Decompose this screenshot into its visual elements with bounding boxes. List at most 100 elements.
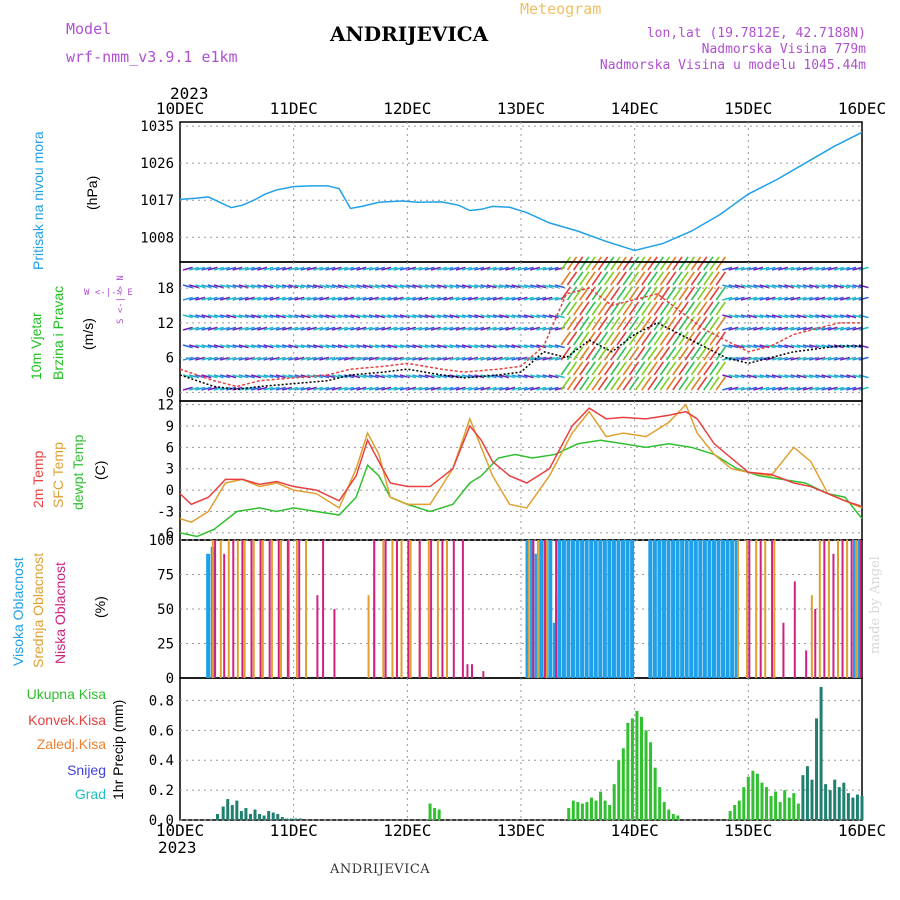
wind-barb (665, 316, 677, 331)
wind-barb (542, 374, 553, 379)
wind-barb (603, 376, 615, 391)
wind-barb (560, 301, 572, 316)
wind-barb (827, 314, 838, 319)
wind-barb (350, 314, 361, 319)
cloud-bar-niska (373, 540, 376, 678)
wind-barb (579, 361, 590, 376)
wind-barb (505, 326, 516, 331)
wind-barb (709, 256, 720, 271)
wind-barb (678, 376, 689, 391)
y-tick-label: 0.4 (149, 753, 174, 769)
wind-barb (480, 386, 491, 391)
wind-barb (597, 286, 609, 301)
wind-barb (722, 356, 733, 361)
wind-barb (350, 326, 361, 331)
wind-barb (833, 296, 844, 301)
x-tick-label-top: 11DEC (270, 99, 318, 118)
wind-barb (641, 316, 652, 331)
wind-barb (852, 356, 863, 361)
wind-barb (257, 284, 268, 289)
wind-barb (815, 266, 826, 271)
precip-bar (755, 773, 759, 820)
wind-barb (219, 386, 231, 391)
wind-barb (715, 316, 727, 331)
wind-barb (591, 256, 603, 271)
wind-barb (387, 386, 398, 391)
wind-barb (579, 376, 590, 391)
wind-compass-we: W <-|-> E (84, 288, 133, 298)
wind-barb (740, 356, 751, 361)
cloud-bar-niska (286, 540, 289, 678)
wind-barb (784, 374, 795, 379)
precip-bar (774, 791, 778, 820)
wind-barb (790, 374, 801, 379)
wind-barb (430, 344, 441, 349)
wind-barb (628, 286, 640, 301)
x-tick-label-bottom: 14DEC (611, 821, 659, 840)
wind-barb (294, 284, 305, 289)
wind-barb (784, 266, 795, 271)
wind-barb (418, 344, 429, 349)
wind-barb (536, 284, 547, 289)
wind-barb (188, 296, 200, 301)
conv-precip-label: Konvek.Kisa (28, 712, 106, 728)
cloud-bar-visoka (534, 553, 539, 678)
wind-barb (319, 326, 330, 331)
wind-barb (821, 386, 832, 391)
wind-barb (585, 256, 596, 271)
wind-barb (591, 361, 603, 376)
wind-barb (517, 266, 528, 271)
wind-barb (560, 331, 572, 346)
wind-barb (597, 301, 609, 316)
wind-barb (207, 386, 218, 391)
wind-barb (703, 256, 714, 271)
wind-barb (728, 296, 739, 301)
wind-barb (846, 266, 857, 271)
wind-barb (449, 386, 460, 391)
wind-barb (350, 386, 361, 391)
wind-barb (722, 266, 733, 271)
cloud-bar-niska (793, 581, 796, 678)
wind-barb (821, 296, 832, 301)
wind-barb (226, 314, 237, 319)
wind-barb (244, 386, 255, 391)
wind-barb (542, 356, 553, 361)
precip-bar (805, 766, 809, 820)
precip-bar (796, 803, 800, 820)
wind-barb (616, 376, 627, 391)
wind-barb (815, 344, 826, 349)
wind-barb (523, 374, 534, 379)
wind-barb (362, 296, 373, 301)
wind-barb (393, 386, 404, 391)
wind-barb (492, 284, 503, 289)
x-tick-label-top: 16DEC (838, 99, 886, 118)
wind-barb (777, 386, 789, 391)
cloud-bar-visoka (571, 540, 576, 678)
lonlat-text: lon,lat (19.7812E, 42.7188N) (646, 26, 866, 41)
wind-barb (684, 331, 696, 346)
wind-barb (603, 256, 615, 271)
wind-barb (486, 266, 497, 271)
wind-barb (591, 346, 603, 361)
wind-barb (337, 314, 348, 319)
x-tick-label-bottom: 10DEC (156, 821, 204, 840)
wind-barb (331, 344, 342, 349)
wind-barb (244, 284, 255, 289)
cloud-bar-visoka (625, 540, 630, 678)
wind-barb (753, 374, 764, 379)
precip-bar (244, 808, 248, 820)
wind-barb (486, 314, 497, 319)
wind-barb (603, 361, 615, 376)
wind-barb (684, 361, 696, 376)
wind-barb (815, 374, 826, 379)
wind-barb (529, 314, 541, 319)
wind-barb (449, 284, 460, 289)
wind-barb (207, 314, 218, 319)
wind-barb (480, 296, 491, 301)
wind-barb (517, 326, 528, 331)
wind-barb (368, 326, 379, 331)
wind-barb (846, 284, 857, 289)
wind-barb (213, 284, 224, 289)
wind-barb (381, 266, 392, 271)
wind-barb (653, 271, 665, 286)
